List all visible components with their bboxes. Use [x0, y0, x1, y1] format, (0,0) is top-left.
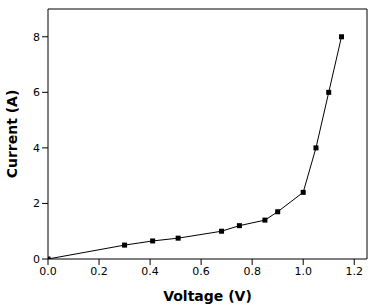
svg-text:0.2: 0.2: [90, 265, 108, 278]
svg-text:0.4: 0.4: [141, 265, 159, 278]
svg-text:1.2: 1.2: [345, 265, 363, 278]
svg-text:0.6: 0.6: [192, 265, 210, 278]
svg-text:0: 0: [33, 253, 40, 266]
svg-text:8: 8: [33, 31, 40, 44]
svg-text:0.8: 0.8: [243, 265, 261, 278]
svg-text:1.0: 1.0: [294, 265, 312, 278]
svg-text:2: 2: [33, 197, 40, 210]
svg-text:Voltage (V): Voltage (V): [163, 288, 252, 304]
svg-text:4: 4: [33, 142, 40, 155]
svg-text:Current (A): Current (A): [8, 90, 20, 179]
svg-text:6: 6: [33, 86, 40, 99]
svg-text:0.0: 0.0: [39, 265, 57, 278]
